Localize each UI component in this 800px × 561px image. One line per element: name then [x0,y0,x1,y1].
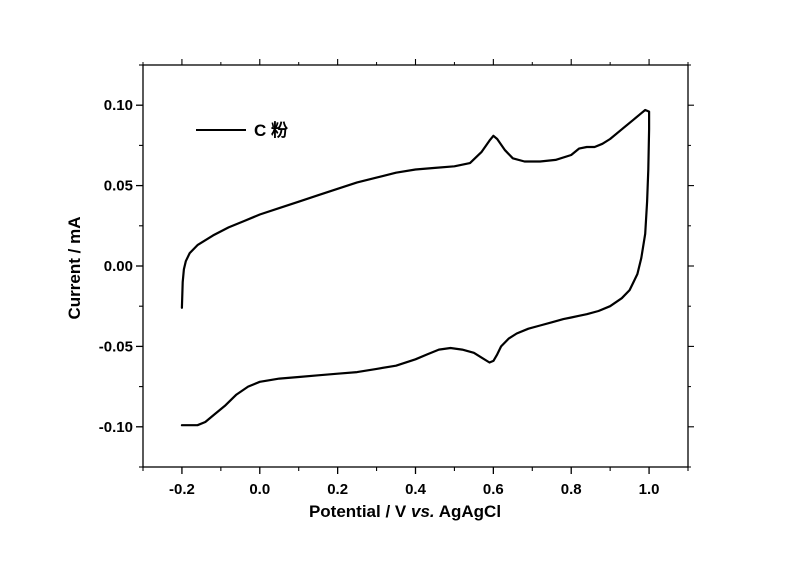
x-tick-label: 0.6 [483,481,504,498]
y-tick-label: 0.05 [104,178,133,195]
x-axis-title-italic: vs. [411,502,435,521]
x-axis-title-main: Potential / V [309,502,411,521]
x-axis-title-tail: AgAgCl [435,502,501,521]
y-tick-label: -0.10 [99,419,133,436]
series-line-0 [180,108,651,427]
legend-label: C 粉 [254,120,288,140]
x-tick-label: 0.8 [561,481,582,498]
x-tick-label: 1.0 [639,481,660,498]
x-axis-title: Potential / V vs. AgAgCl [309,502,501,521]
y-axis-title: Current / mA [65,217,84,320]
x-axis-ticks: -0.2 0.0 0.2 0.4 0.6 0.8 1.0 [142,59,689,498]
y-tick-label: 0.10 [104,97,133,114]
y-axis-ticks: -0.10 -0.05 0.00 0.05 0.10 [99,64,694,468]
x-tick-label: -0.2 [169,481,195,498]
y-tick-label: -0.05 [99,338,133,355]
legend: C 粉 [196,120,288,140]
x-tick-label: 0.0 [249,481,270,498]
x-tick-label: 0.4 [405,481,427,498]
x-tick-label: 0.2 [327,481,348,498]
y-tick-label: 0.00 [104,258,133,275]
series-group [180,108,651,427]
